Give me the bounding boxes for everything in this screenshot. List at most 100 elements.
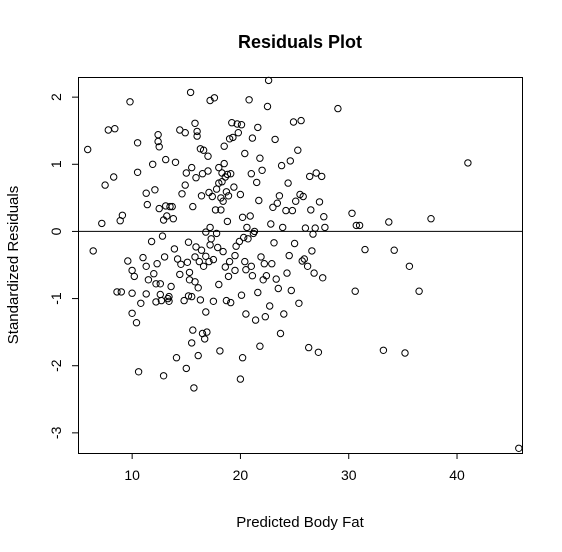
data-point [206,223,214,232]
data-point [288,206,297,215]
data-point [297,116,305,125]
data-point [216,347,224,355]
data-point [111,125,119,133]
data-point [171,158,180,167]
data-point [212,229,221,238]
data-point [307,206,315,214]
data-point [237,291,246,299]
data-point [280,310,288,318]
data-point [238,213,247,222]
data-point [137,299,145,307]
data-point [191,253,199,261]
data-point [197,192,206,200]
data-point [256,154,264,162]
data-point [154,131,162,139]
data-point [310,269,318,277]
data-point [169,215,178,223]
data-point [260,260,268,268]
data-point [89,247,97,255]
data-point [390,246,398,254]
data-point [352,221,360,230]
data-point [334,104,342,113]
data-point [262,272,271,280]
data-point [84,145,92,154]
data-point [348,209,356,218]
data-point [117,288,126,296]
data-point [415,287,423,295]
data-point [259,276,267,284]
y-tick-label: 1 [48,160,64,168]
data-point [206,241,214,249]
data-point [300,255,308,263]
data-point [221,263,230,271]
data-point [227,298,235,307]
data-point [219,247,227,256]
data-point [255,196,263,205]
data-point [158,232,167,240]
data-point [151,186,159,194]
data-point [284,179,292,187]
data-point [515,444,523,452]
data-point [132,319,141,327]
data-point [224,192,233,200]
data-point [204,167,212,175]
data-point [176,270,184,279]
data-point [232,242,240,250]
data-point [185,268,194,277]
data-point [188,163,196,172]
data-point [157,296,166,305]
data-point [230,183,238,191]
data-point [273,199,281,207]
data-point [118,211,127,220]
data-point [223,217,232,226]
data-point [267,220,275,228]
data-point [208,192,217,201]
y-tick-label: 2 [48,93,64,101]
data-point [165,297,173,305]
data-point [272,275,280,283]
data-point [180,296,188,305]
x-tick-label: 30 [341,467,357,483]
data-point [156,290,165,299]
data-point [235,237,244,246]
data-point [254,123,262,132]
data-point [170,245,179,253]
data-point [257,253,265,261]
data-point [266,302,274,310]
data-point [152,280,160,288]
data-point [201,335,209,343]
data-point [133,168,142,177]
data-point [224,272,233,281]
data-point [247,262,256,270]
data-point [228,119,236,127]
data-point [268,260,276,268]
data-point [207,235,215,243]
data-point [196,296,205,304]
data-point [256,342,264,350]
data-point [181,181,189,189]
data-point [101,181,109,189]
data-point [240,233,248,242]
data-point [269,203,277,212]
data-point [152,298,160,306]
data-point [270,239,278,247]
data-point [139,253,147,262]
data-point [231,251,239,260]
data-point [113,288,121,296]
data-point [163,212,171,220]
data-point [222,296,231,305]
y-tick-label: -1 [48,292,64,305]
data-point [287,286,295,295]
data-point [124,257,132,265]
data-point [212,185,221,193]
data-point [160,253,169,261]
data-point [173,255,182,263]
data-point [315,198,324,206]
data-point [197,246,206,254]
data-point [184,238,193,246]
data-point [153,260,161,268]
data-point [385,218,393,226]
data-point [379,346,388,354]
data-point [305,343,313,352]
data-point [144,276,153,284]
